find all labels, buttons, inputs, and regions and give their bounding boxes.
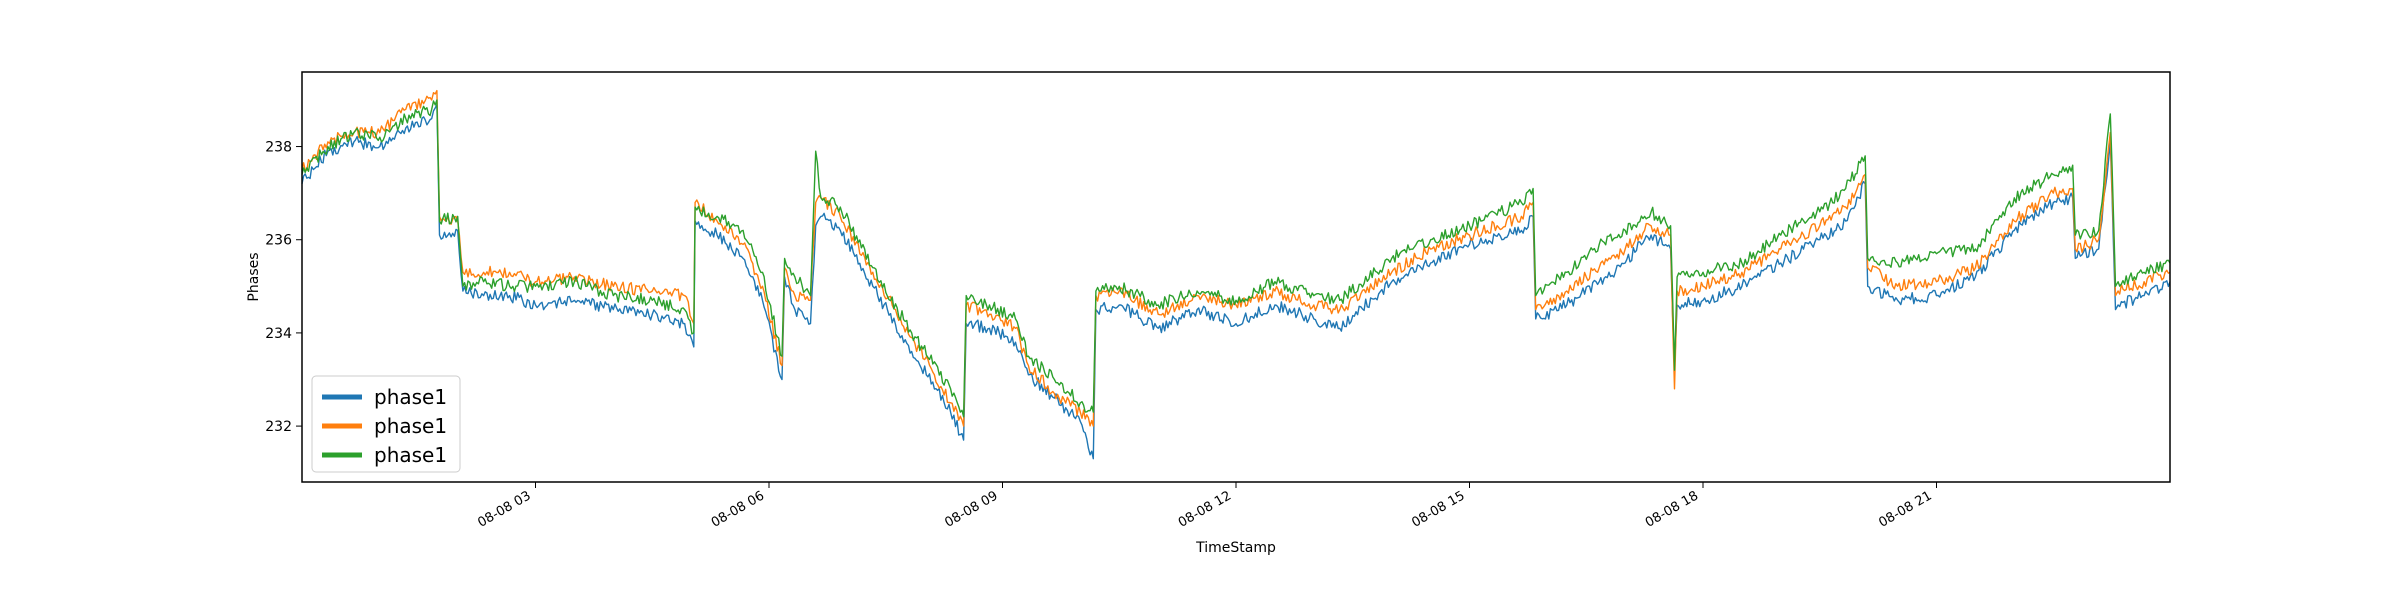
- series-line-1: [301, 103, 2171, 460]
- series-layer: [301, 89, 2171, 460]
- y-tick-label: 236: [265, 233, 292, 249]
- x-axis: 08-08 03 08-08 06 08-08 09 08-08 12 08-08 15…: [475, 482, 1937, 531]
- plot-frame: [301, 71, 2171, 483]
- legend-box: [311, 375, 461, 473]
- y-tick-label: 238: [265, 140, 292, 156]
- x-tick-label: 08-08 06: [709, 488, 767, 530]
- y-axis: 232 234 236 238: [265, 140, 302, 435]
- x-tick-label: 08-08 18: [1643, 488, 1701, 530]
- legend-label: phase1: [374, 414, 447, 438]
- legend-label: phase1: [374, 385, 447, 409]
- x-axis-label: TimeStamp: [1195, 540, 1276, 556]
- legend: phase1 phase1 phase1: [311, 375, 461, 473]
- x-tick-label: 08-08 09: [942, 488, 1000, 530]
- series-line-2: [301, 89, 2171, 427]
- x-tick-label: 08-08 03: [475, 488, 533, 530]
- x-tick-label: 08-08 15: [1409, 488, 1467, 530]
- x-tick-label: 08-08 12: [1176, 488, 1234, 530]
- y-tick-label: 234: [265, 326, 292, 342]
- legend-label: phase1: [374, 443, 447, 467]
- x-tick-label: 08-08 21: [1876, 488, 1934, 530]
- series-line-3: [301, 99, 2171, 418]
- y-tick-label: 232: [265, 419, 292, 435]
- y-axis-label: Phases: [246, 252, 262, 301]
